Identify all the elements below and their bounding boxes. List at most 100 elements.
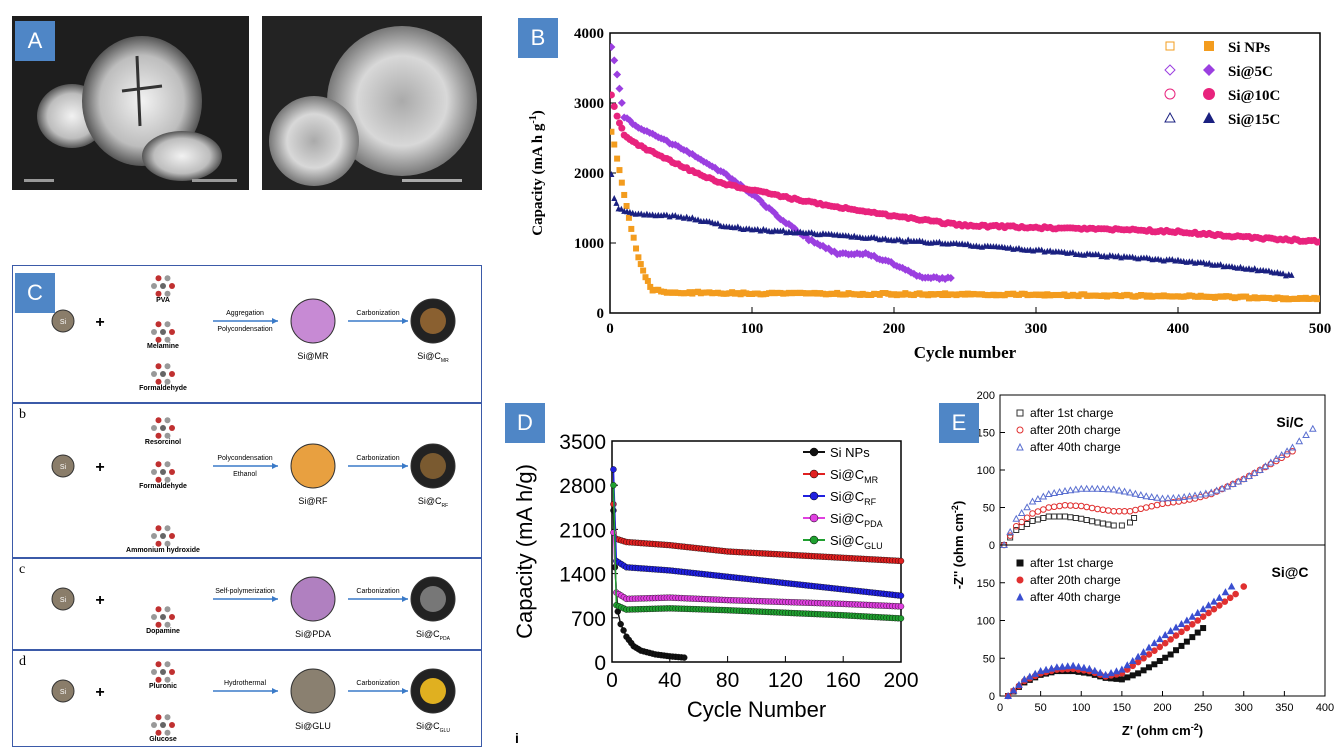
chart-e: 050100150200Si/Cafter 1st chargeafter 20… — [935, 385, 1335, 747]
y-tick-label: 0 — [989, 540, 995, 552]
data-point — [1041, 516, 1046, 521]
data-point — [610, 56, 618, 64]
atom — [156, 677, 162, 683]
x-axis-label-sup: -2 — [1191, 722, 1199, 732]
sem-sphere-picture — [262, 16, 482, 190]
atom — [169, 329, 175, 335]
row-letter: b — [19, 407, 26, 422]
step1b-label: Polycondensation — [217, 326, 272, 333]
data-point — [1195, 630, 1200, 635]
data-point — [1084, 518, 1089, 523]
legend-label: after 40th charge — [1030, 590, 1121, 604]
legend-marker-open — [1165, 113, 1175, 122]
panel-label-d: D — [505, 403, 545, 443]
data-point — [608, 91, 615, 98]
data-point — [1290, 448, 1296, 454]
x-tick-label: 300 — [1025, 321, 1048, 337]
intermediate-particle — [291, 444, 335, 488]
reagent-label: Glucose — [149, 736, 177, 743]
data-point — [1152, 648, 1158, 654]
legend-marker — [810, 470, 818, 478]
arrow-head — [272, 688, 278, 694]
legend-label: Si NPs — [1228, 40, 1270, 56]
reagent-label: Dopamine — [146, 628, 180, 635]
data-point — [1162, 640, 1168, 646]
atom — [165, 363, 171, 369]
data-point — [1122, 508, 1128, 514]
arrow-head — [272, 596, 278, 602]
row-letter: c — [19, 562, 25, 577]
legend-label: Si@15C — [1228, 112, 1280, 128]
y-axis-label-end: ) — [951, 501, 966, 505]
atom — [160, 371, 166, 377]
legend-label-sub: PDA — [864, 519, 883, 529]
si-label: Si — [60, 597, 67, 604]
data-point — [1076, 664, 1082, 670]
data-point — [1184, 618, 1190, 624]
data-point — [1078, 503, 1084, 509]
arrow-head — [402, 318, 408, 324]
y-axis-label: Capacity (mA h/g) — [512, 464, 537, 639]
panel-a: A — [12, 16, 482, 191]
data-point — [1219, 486, 1225, 492]
data-point — [1030, 519, 1035, 524]
si-label: Si — [60, 689, 67, 696]
data-point — [1222, 589, 1228, 595]
data-point — [633, 245, 639, 251]
legend-marker-filled — [1203, 112, 1215, 123]
legend-label-sub: RF — [864, 497, 876, 507]
data-point — [1146, 665, 1151, 670]
step1-label: Polycondensation — [217, 455, 272, 462]
atom — [156, 477, 162, 483]
data-point — [1138, 492, 1144, 498]
data-point — [1111, 487, 1117, 493]
x-axis-label: Cycle number — [914, 343, 1017, 362]
y-axis-label-main: -Z'' (ohm cm — [951, 513, 966, 589]
data-point — [1138, 506, 1144, 512]
x-tick-label: 100 — [1072, 702, 1090, 714]
atom — [151, 283, 157, 289]
atom — [165, 461, 171, 467]
data-point — [1046, 514, 1051, 519]
data-point — [616, 167, 622, 173]
legend-label: Si@10C — [1228, 88, 1280, 104]
y-tick-label: 2000 — [574, 166, 604, 182]
data-point — [1116, 508, 1122, 514]
atom — [156, 714, 162, 720]
legend-label: Si@CPDA — [830, 511, 883, 529]
data-point — [614, 113, 621, 120]
data-point — [1189, 621, 1195, 627]
y-tick-label: 2800 — [559, 475, 606, 498]
data-point — [1007, 529, 1013, 535]
data-point — [640, 268, 646, 274]
atom — [165, 433, 171, 439]
step2-label: Carbonization — [356, 455, 399, 462]
legend-label: Si@CRF — [830, 489, 877, 507]
data-point — [611, 103, 618, 110]
data-point — [628, 226, 634, 232]
data-point — [1106, 522, 1111, 527]
step1-label: Aggregation — [226, 310, 264, 317]
data-point — [638, 261, 644, 267]
data-point — [1160, 501, 1166, 507]
data-point — [1136, 671, 1141, 676]
plus-sign: + — [95, 459, 104, 476]
data-point — [1057, 503, 1063, 509]
legend-marker — [810, 536, 818, 544]
atom — [151, 425, 157, 431]
atom — [160, 669, 166, 675]
data-point — [1100, 486, 1106, 492]
data-point — [1152, 662, 1157, 667]
data-point — [1113, 668, 1119, 674]
data-point — [1095, 486, 1101, 492]
data-point — [898, 603, 904, 609]
data-point — [631, 235, 637, 241]
data-point — [1227, 595, 1233, 601]
atom — [151, 329, 157, 335]
data-point — [1019, 519, 1025, 525]
atom — [169, 469, 175, 475]
series-si-nps — [608, 129, 1323, 303]
final-label-main: Si@C — [416, 629, 440, 639]
chart-d: 0 40 80 120 160 20007001400210028003500Cycle … — [505, 385, 925, 747]
data-point — [610, 466, 616, 472]
